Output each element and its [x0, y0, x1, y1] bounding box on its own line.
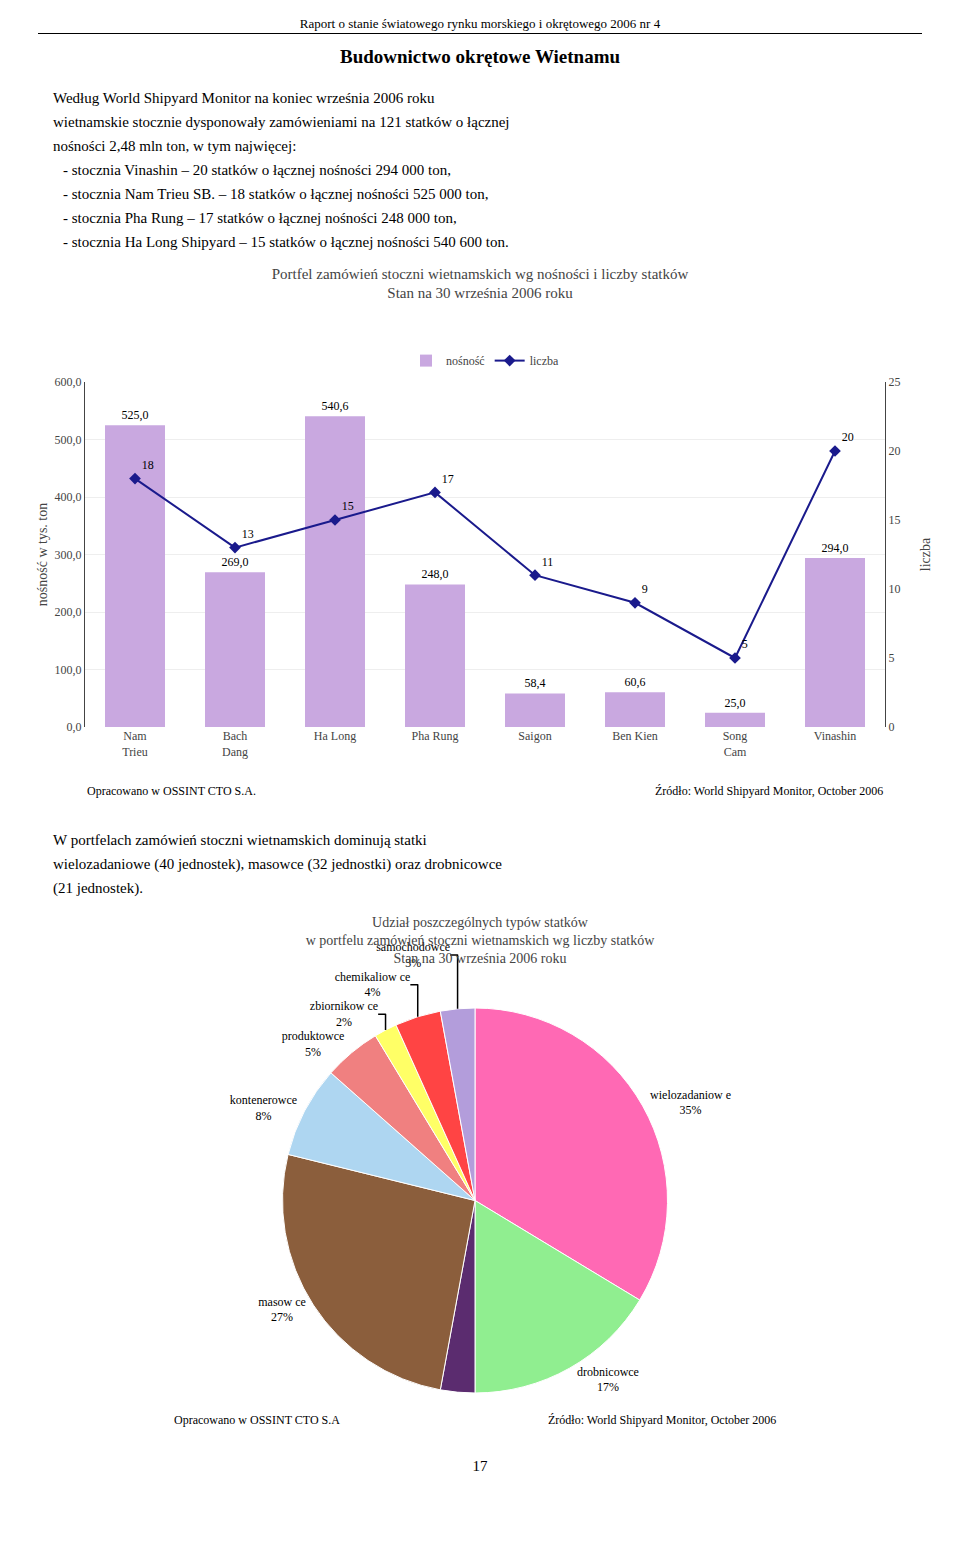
svg-text:BachDang: BachDang — [222, 729, 248, 759]
svg-text:liczba: liczba — [918, 537, 933, 571]
svg-text:540,6: 540,6 — [322, 399, 349, 413]
svg-text:0: 0 — [888, 720, 894, 734]
svg-text:525,0: 525,0 — [122, 408, 149, 422]
svg-text:18: 18 — [142, 458, 154, 472]
svg-text:294,0: 294,0 — [822, 541, 849, 555]
svg-text:drobnicowce17%: drobnicowce17% — [577, 1365, 639, 1395]
svg-text:Ha Long: Ha Long — [314, 729, 356, 743]
html-text:wielozadaniowe (40 jednostek),: wielozadaniowe (40 jednostek), masowce (… — [53, 856, 502, 872]
svg-text:5: 5 — [742, 637, 748, 651]
svg-text:269,0: 269,0 — [222, 555, 249, 569]
svg-text:9: 9 — [642, 582, 648, 596]
svg-text:15: 15 — [888, 513, 900, 527]
svg-text:Źródło: World Shipyard Monitor: Źródło: World Shipyard Monitor, October … — [548, 1413, 776, 1427]
svg-text:200,0: 200,0 — [55, 605, 82, 619]
html-text:nośności 2,48 mln ton, w tym n: nośności 2,48 mln ton, w tym najwięcej: — [53, 138, 297, 154]
svg-text:20: 20 — [842, 430, 854, 444]
svg-text:masow ce27%: masow ce27% — [258, 1295, 306, 1325]
svg-text:Saigon: Saigon — [518, 729, 551, 743]
svg-text:zbiornikow ce2%: zbiornikow ce2% — [310, 999, 378, 1029]
svg-text:13: 13 — [242, 527, 254, 541]
svg-text:17: 17 — [442, 472, 454, 486]
svg-text:25: 25 — [888, 375, 900, 389]
svg-text:400,0: 400,0 — [55, 490, 82, 504]
svg-text:wielozadaniow e35%: wielozadaniow e35% — [650, 1088, 731, 1118]
html-text:wietnamskie stocznie dysponowa: wietnamskie stocznie dysponowały zamówie… — [53, 114, 510, 130]
html-text:- stocznia Pha Rung – 17 statk: - stocznia Pha Rung – 17 statków o łączn… — [63, 210, 457, 226]
svg-text:100,0: 100,0 — [55, 663, 82, 677]
html-text:- stocznia Vinashin – 20 statk: - stocznia Vinashin – 20 statków o łączn… — [63, 162, 451, 178]
svg-text:600,0: 600,0 — [55, 375, 82, 389]
svg-text:kontenerowce8%: kontenerowce8% — [230, 1093, 297, 1123]
html-text:W portfelach zamówień stoczni: W portfelach zamówień stoczni wietnamski… — [53, 832, 427, 848]
html-text:- stocznia Ha Long Shipyard –: - stocznia Ha Long Shipyard – 15 statków… — [63, 234, 509, 250]
html-text:Raport o stanie światowego ryn: Raport o stanie światowego rynku morskie… — [299, 16, 661, 31]
html-text:17: 17 — [472, 1458, 488, 1474]
svg-text:Opracowano w OSSINT CTO S.A: Opracowano w OSSINT CTO S.A — [174, 1413, 340, 1427]
svg-text:5: 5 — [888, 651, 894, 665]
svg-text:Opracowano w OSSINT CTO S.A.: Opracowano w OSSINT CTO S.A. — [87, 784, 256, 798]
svg-text:11: 11 — [542, 555, 554, 569]
svg-text:Portfel zamówień stoczni wietn: Portfel zamówień stoczni wietnamskich wg… — [272, 266, 689, 302]
svg-text:produktowce5%: produktowce5% — [282, 1029, 345, 1059]
svg-text:chemikaliow ce4%: chemikaliow ce4% — [335, 970, 411, 1000]
svg-text:Udział poszczególnych typów st: Udział poszczególnych typów statkóww por… — [306, 915, 656, 966]
html-text:(21 jednostek).: (21 jednostek). — [53, 880, 143, 896]
svg-text:500,0: 500,0 — [55, 433, 82, 447]
html-text:Według World Shipyard Monitor: Według World Shipyard Monitor na koniec … — [53, 90, 435, 106]
svg-text:Pha Rung: Pha Rung — [411, 729, 458, 743]
svg-text:Vinashin: Vinashin — [814, 729, 857, 743]
svg-text:10: 10 — [888, 582, 900, 596]
svg-text:nośność w tys. ton: nośność w tys. ton — [35, 503, 50, 606]
svg-text:SongCam: SongCam — [723, 729, 748, 759]
svg-text:25,0: 25,0 — [725, 696, 746, 710]
svg-text:248,0: 248,0 — [422, 567, 449, 581]
svg-text:Ben Kien: Ben Kien — [612, 729, 658, 743]
svg-text:NamTrieu: NamTrieu — [122, 729, 148, 759]
svg-text:samochodowce3%: samochodowce3% — [376, 940, 450, 970]
svg-text:liczba: liczba — [530, 354, 559, 368]
html-text:- stocznia Nam Trieu SB. – 18: - stocznia Nam Trieu SB. – 18 statków o … — [63, 186, 489, 202]
svg-text:0,0: 0,0 — [67, 720, 82, 734]
svg-text:nośność: nośność — [446, 354, 485, 368]
svg-text:58,4: 58,4 — [525, 676, 546, 690]
svg-text:60,6: 60,6 — [625, 675, 646, 689]
html-text:Budownictwo okrętowe Wietnamu: Budownictwo okrętowe Wietnamu — [340, 46, 620, 67]
svg-text:15: 15 — [342, 499, 354, 513]
svg-text:Źródło: World Shipyard Monitor: Źródło: World Shipyard Monitor, October … — [655, 784, 883, 798]
svg-text:20: 20 — [888, 444, 900, 458]
svg-text:300,0: 300,0 — [55, 548, 82, 562]
